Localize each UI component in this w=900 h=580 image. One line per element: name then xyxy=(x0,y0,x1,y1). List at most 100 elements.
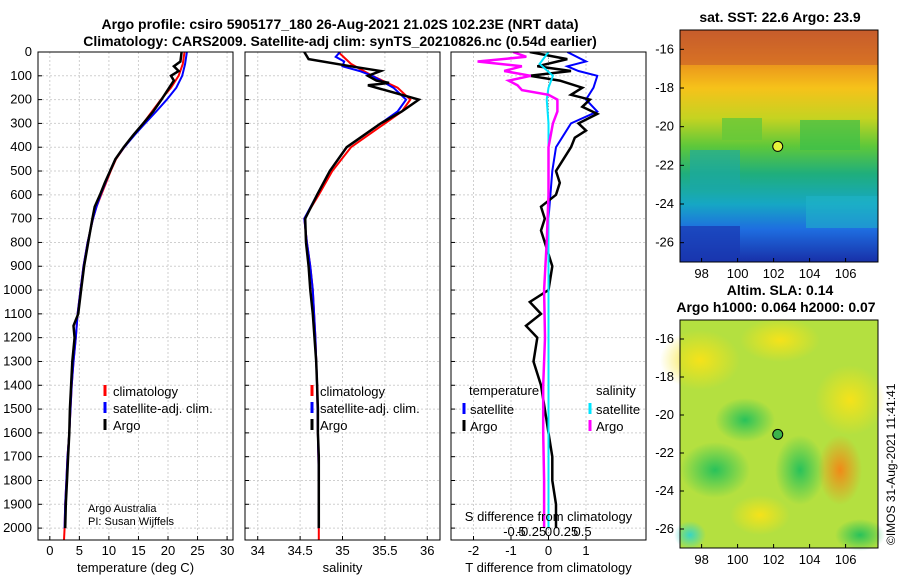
altim-map-frame xyxy=(679,319,879,549)
legend-label: Argo xyxy=(596,419,623,434)
sst-float-marker xyxy=(772,140,784,152)
sst-warm-patch xyxy=(680,30,878,65)
x-tick-label: 15 xyxy=(131,543,145,558)
map-y-tick-label: -16 xyxy=(655,331,674,346)
y-tick-label: 900 xyxy=(10,258,32,273)
map-x-tick-label: 104 xyxy=(799,266,821,281)
sst-map-frame xyxy=(679,29,879,263)
map-y-tick-label: -24 xyxy=(655,483,674,498)
altim-map-title-line2: Argo h1000: 0.064 h2000: 0.07 xyxy=(676,299,875,315)
x-axis-label: temperature (deg C) xyxy=(77,560,194,575)
s-tick-label: -0.5 xyxy=(503,524,525,539)
top-x-axis-label: S difference from climatology xyxy=(465,509,633,524)
salinity-panel: 34 34.5 35 35.5 36 salinity climatology satelli… xyxy=(244,51,441,575)
x-tick-label: 20 xyxy=(161,543,175,558)
sst-map: 98 100 102 104 106 -16 -18 -20 -22 -24 -26 xyxy=(655,29,879,281)
legend-label: satellite-adj. clim. xyxy=(320,401,420,416)
credit-line1: Argo Australia xyxy=(88,503,157,515)
legend-label: Argo xyxy=(470,419,497,434)
altim-float-marker xyxy=(772,428,784,440)
s-tick-label: 0 xyxy=(545,524,552,539)
x-tick-label: 0 xyxy=(46,543,53,558)
map-y-tick-label: -26 xyxy=(655,235,674,250)
figure-title-line1: Argo profile: csiro 5905177_180 26-Aug-2… xyxy=(102,16,579,32)
map-y-tick-label: -24 xyxy=(655,196,674,211)
axes-frame xyxy=(37,51,234,541)
sst-teal-patch-1 xyxy=(690,150,740,190)
map-y-tick-label: -20 xyxy=(655,119,674,134)
y-tick-label: 200 xyxy=(10,92,32,107)
map-x-tick-label: 102 xyxy=(763,266,785,281)
legend-group-title: temperature xyxy=(469,383,539,398)
map-x-tick-label: 98 xyxy=(694,266,708,281)
y-tick-label: 2000 xyxy=(3,520,32,535)
y-tick-label: 1600 xyxy=(3,425,32,440)
sst-green-patch-1 xyxy=(722,118,762,140)
s-tick-label: 0.25 xyxy=(553,524,578,539)
altim-blob-4 xyxy=(715,398,775,442)
sst-map-title: sat. SST: 22.6 Argo: 23.9 xyxy=(699,9,861,25)
altim-blob-2 xyxy=(740,318,820,362)
x-axis-label: salinity xyxy=(323,560,363,575)
y-tick-label: 1900 xyxy=(3,496,32,511)
altim-map: 98 100 102 104 106 -16 -18 -20 -22 -24 -26 xyxy=(655,318,885,567)
map-y-tick-label: -20 xyxy=(655,407,674,422)
x-tick-label: 35.5 xyxy=(372,543,397,558)
x-tick-label: 0 xyxy=(545,543,552,558)
altim-map-title-line1: Altim. SLA: 0.14 xyxy=(727,282,834,298)
altim-blob-9 xyxy=(674,521,706,549)
map-y-tick-label: -22 xyxy=(655,157,674,172)
map-y-tick-label: -22 xyxy=(655,445,674,460)
map-x-tick-label: 106 xyxy=(835,266,857,281)
s-tick-label: 0.5 xyxy=(574,524,592,539)
x-tick-label: 30 xyxy=(220,543,234,558)
x-axis-label: T difference from climatology xyxy=(465,560,632,575)
x-tick-label: 34 xyxy=(250,543,264,558)
x-tick-label: 34.5 xyxy=(287,543,312,558)
x-tick-label: 10 xyxy=(102,543,116,558)
y-tick-label: 1500 xyxy=(3,401,32,416)
map-x-tick-label: 102 xyxy=(763,552,785,567)
y-tick-label: 0 xyxy=(25,44,32,59)
y-tick-label: 1000 xyxy=(3,282,32,297)
y-tick-label: 500 xyxy=(10,163,32,178)
y-tick-label: 1200 xyxy=(3,330,32,345)
altim-blob-3 xyxy=(815,365,885,435)
series-argo xyxy=(63,52,183,529)
x-tick-label: 25 xyxy=(190,543,204,558)
y-tick-label: 1800 xyxy=(3,472,32,487)
legend-group-title: salinity xyxy=(596,383,636,398)
altim-blob-5 xyxy=(680,442,750,498)
x-tick-label: -1 xyxy=(505,543,517,558)
sst-cold-patch xyxy=(680,226,740,262)
altim-map-ticks: 98 100 102 104 106 -16 -18 -20 -22 -24 -26 xyxy=(655,331,856,567)
y-tick-label: 300 xyxy=(10,115,32,130)
legend-label: satellite xyxy=(470,402,514,417)
legend-label: Argo xyxy=(320,418,347,433)
imos-watermark: ©IMOS 31-Aug-2021 11:41:41 xyxy=(884,383,898,545)
temperature-panel: 0 5 10 15 20 25 30 temperature (deg C) 0 100 200 30… xyxy=(3,44,234,575)
legend-label: climatology xyxy=(320,384,386,399)
y-tick-label: 1400 xyxy=(3,377,32,392)
y-tick-label: 100 xyxy=(10,68,32,83)
y-tick-label: 700 xyxy=(10,211,32,226)
y-tick-label: 800 xyxy=(10,234,32,249)
map-x-tick-label: 98 xyxy=(694,552,708,567)
map-y-tick-label: -26 xyxy=(655,521,674,536)
series-argo xyxy=(303,52,422,529)
series-climatology xyxy=(303,52,412,540)
x-tick-label: 35 xyxy=(335,543,349,558)
legend-label: Argo xyxy=(113,418,140,433)
legend-label: climatology xyxy=(113,384,179,399)
map-x-tick-label: 104 xyxy=(799,552,821,567)
y-tick-label: 400 xyxy=(10,139,32,154)
y-tick-label: 1100 xyxy=(4,306,32,321)
altim-blob-10 xyxy=(835,519,885,551)
y-tick-label: 1700 xyxy=(3,449,32,464)
altim-blob-8 xyxy=(818,435,862,505)
sst-map-ticks: 98 100 102 104 106 -16 -18 -20 -22 -24 -26 xyxy=(655,41,856,281)
map-y-tick-label: -16 xyxy=(655,41,674,56)
map-y-tick-label: -18 xyxy=(655,369,674,384)
sst-teal-patch-2 xyxy=(806,196,878,228)
